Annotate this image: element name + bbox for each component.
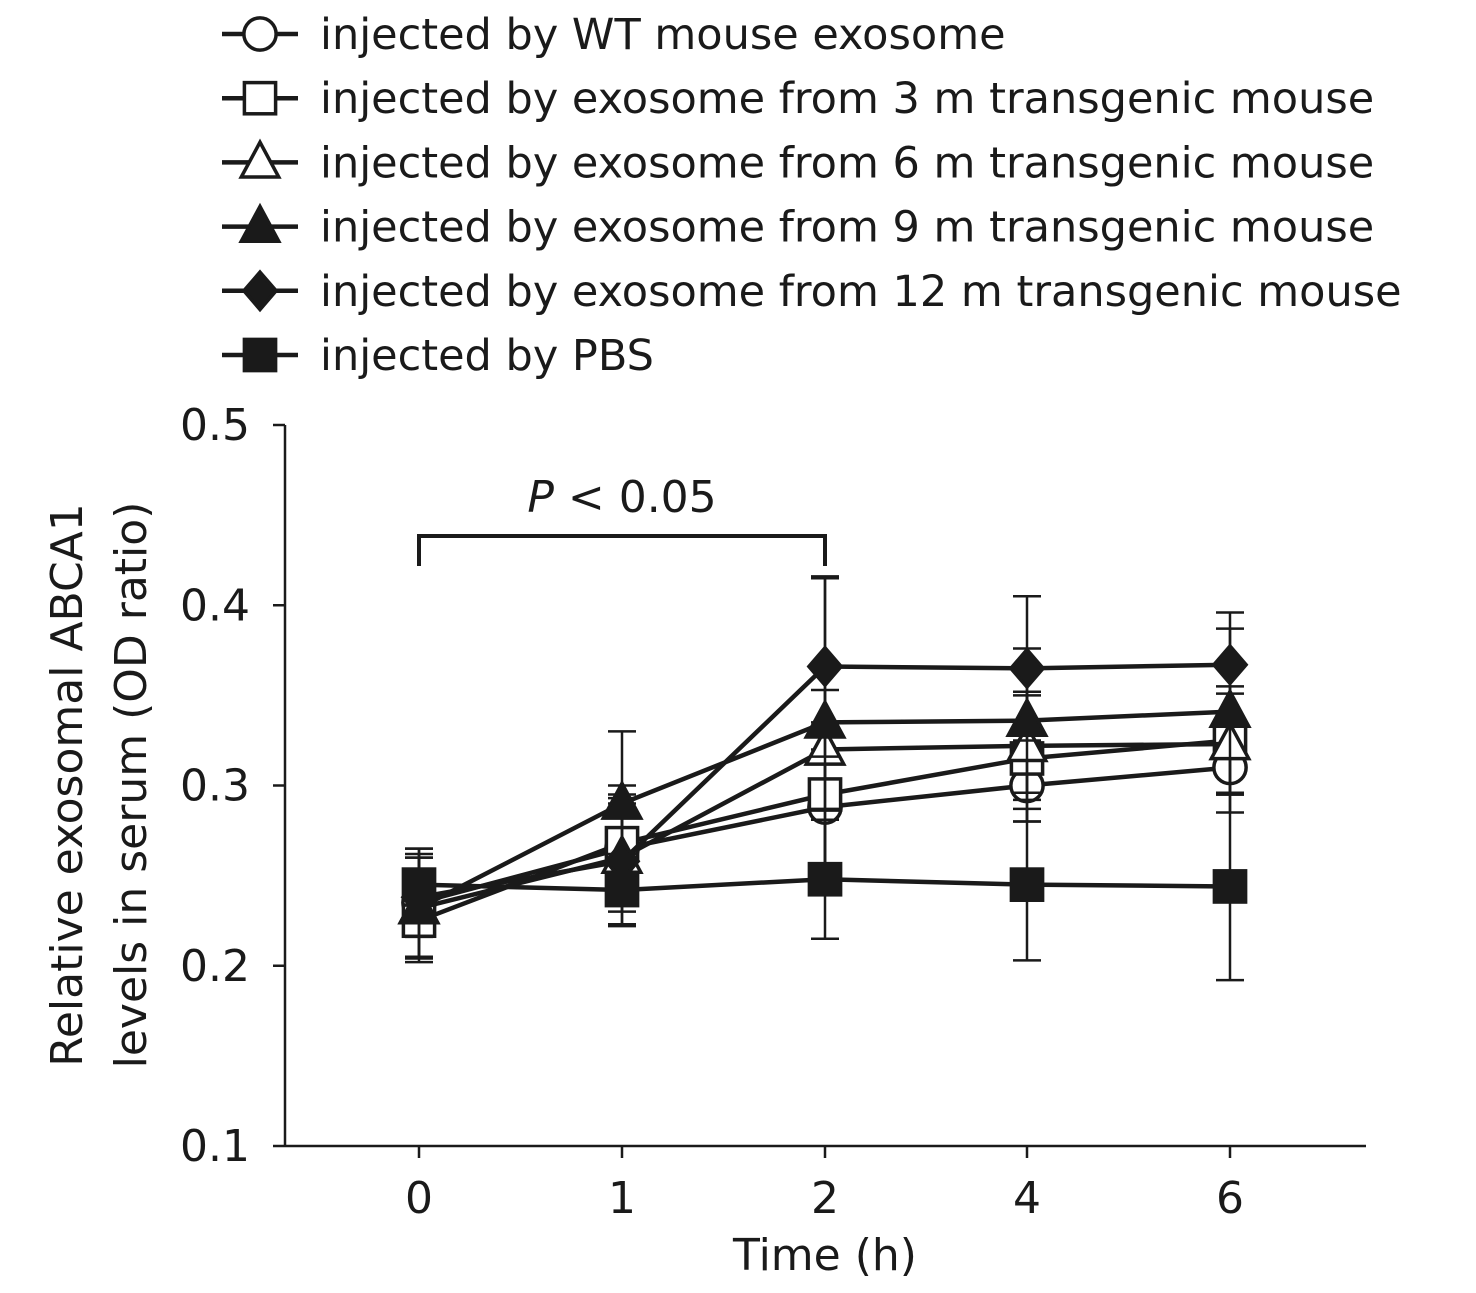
- plot-area: [397, 575, 1252, 982]
- legend-item: injected by exosome from 12 m transgenic…: [222, 267, 1402, 317]
- significance-bracket: [417, 534, 827, 566]
- data-point: [401, 867, 437, 902]
- series-6: [401, 791, 1248, 982]
- legend-item: injected by exosome from 6 m transgenic …: [222, 138, 1374, 188]
- legend-label: injected by exosome from 6 m transgenic …: [320, 138, 1374, 188]
- y-ticks: 0.1 0.2 0.3 0.4 0.5: [180, 400, 285, 1172]
- legend-label: injected by exosome from 9 m transgenic …: [320, 203, 1374, 253]
- legend-marker: [242, 16, 278, 52]
- legend-item: injected by exosome from 3 m transgenic …: [222, 74, 1374, 124]
- data-point: [1009, 867, 1045, 902]
- x-tick-label: 4: [1013, 1173, 1041, 1224]
- legend-item: injected by exosome from 9 m transgenic …: [222, 203, 1374, 253]
- data-point: [806, 645, 844, 688]
- legend-item: injected by WT mouse exosome: [222, 10, 1006, 60]
- y-tick-label: 0.4: [180, 580, 250, 631]
- significance-label: P < 0.05: [527, 472, 716, 523]
- legend-marker: [238, 202, 282, 243]
- x-tick-label: 0: [405, 1173, 433, 1224]
- y-tick-label: 0.3: [180, 761, 250, 812]
- x-axis-label: Time (h): [732, 1230, 917, 1281]
- y-tick-label: 0.2: [180, 941, 250, 992]
- legend-marker: [242, 337, 278, 373]
- data-point: [604, 872, 640, 908]
- data-point: [1008, 646, 1046, 690]
- legend-label: injected by exosome from 12 m transgenic…: [320, 267, 1402, 317]
- y-axis-label-line-2: levels in serum (OD ratio): [106, 502, 157, 1069]
- x-ticks: 0 1 2 4 6: [405, 1146, 1244, 1224]
- axes: 0.1 0.2 0.3 0.4 0.5 0 1 2 4 6 Time (h) Relative …: [42, 400, 1366, 1281]
- x-tick-label: 2: [811, 1173, 839, 1224]
- data-point: [1212, 869, 1248, 904]
- legend-label: injected by WT mouse exosome: [320, 10, 1006, 60]
- legend-marker: [242, 80, 278, 116]
- legend-marker: [238, 138, 282, 179]
- legend: injected by WT mouse exosome injected by …: [222, 10, 1402, 381]
- y-tick-label: 0.1: [180, 1121, 250, 1172]
- y-axis-label-line-1: Relative exosomal ABCA1: [42, 503, 93, 1067]
- legend-label: injected by exosome from 3 m transgenic …: [320, 74, 1374, 124]
- legend-item: injected by PBS: [222, 331, 654, 381]
- legend-marker: [241, 269, 279, 313]
- legend-label: injected by PBS: [320, 331, 654, 381]
- significance-annotation: P < 0.05: [417, 472, 827, 566]
- data-point: [807, 861, 843, 897]
- x-tick-label: 6: [1216, 1173, 1244, 1224]
- y-tick-label: 0.5: [180, 400, 250, 451]
- data-point: [1211, 643, 1249, 687]
- x-tick-label: 1: [608, 1173, 636, 1224]
